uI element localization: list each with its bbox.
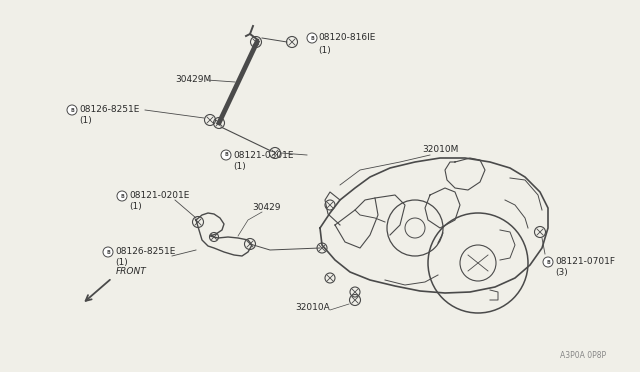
- Text: 08126-8251E: 08126-8251E: [115, 247, 175, 257]
- Text: (1): (1): [318, 45, 331, 55]
- Text: 08121-0201E: 08121-0201E: [129, 192, 189, 201]
- Circle shape: [117, 191, 127, 201]
- Text: B: B: [70, 108, 74, 112]
- Circle shape: [307, 33, 317, 43]
- Text: A3P0A 0P8P: A3P0A 0P8P: [560, 350, 606, 359]
- Text: (1): (1): [79, 116, 92, 125]
- Circle shape: [543, 257, 553, 267]
- Text: 08121-0701F: 08121-0701F: [555, 257, 615, 266]
- Text: B: B: [310, 35, 314, 41]
- Text: B: B: [120, 193, 124, 199]
- Text: (1): (1): [115, 259, 128, 267]
- Text: 08126-8251E: 08126-8251E: [79, 106, 140, 115]
- Text: B: B: [546, 260, 550, 264]
- Text: FRONT: FRONT: [116, 267, 147, 276]
- Text: (1): (1): [233, 161, 246, 170]
- Text: B: B: [106, 250, 110, 254]
- Text: 08120-816lE: 08120-816lE: [318, 33, 376, 42]
- Text: 30429M: 30429M: [175, 76, 211, 84]
- Text: 08121-0301E: 08121-0301E: [233, 151, 294, 160]
- Circle shape: [221, 150, 231, 160]
- Text: (3): (3): [555, 269, 568, 278]
- Circle shape: [67, 105, 77, 115]
- Text: 30429: 30429: [252, 203, 280, 212]
- Circle shape: [103, 247, 113, 257]
- Text: B: B: [224, 153, 228, 157]
- Text: 32010M: 32010M: [422, 145, 458, 154]
- Text: 32010A: 32010A: [295, 304, 330, 312]
- Text: (1): (1): [129, 202, 141, 212]
